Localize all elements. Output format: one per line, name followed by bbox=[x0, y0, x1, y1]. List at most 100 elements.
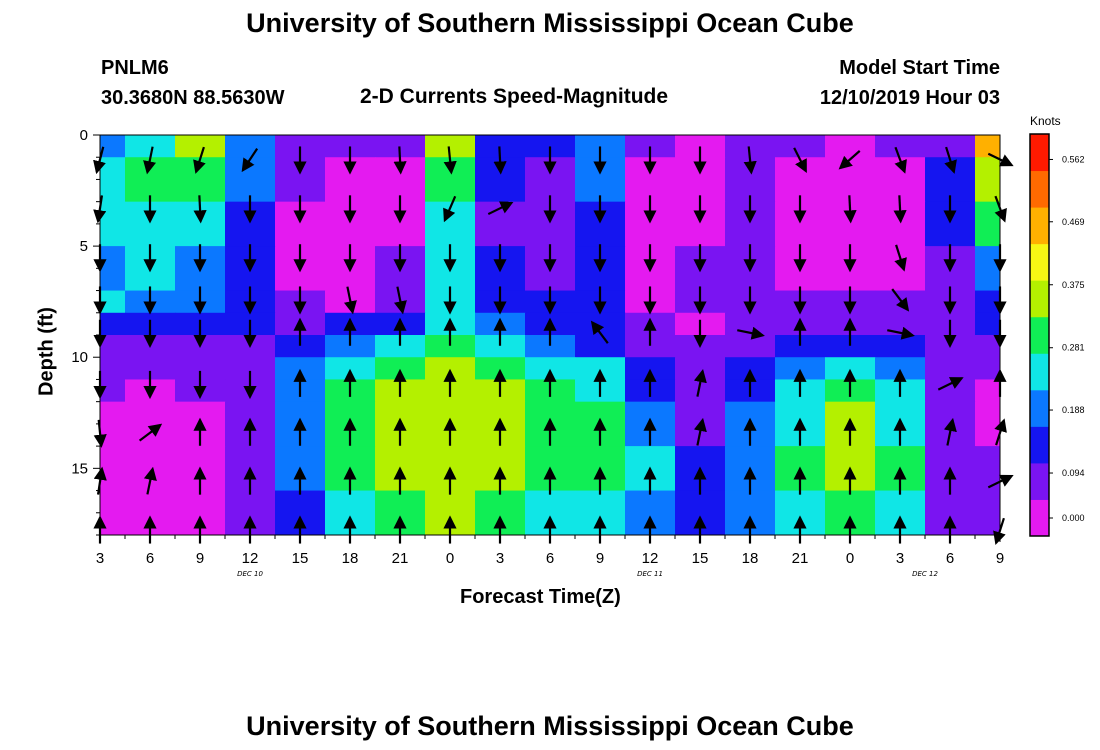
y-tick-label: 0 bbox=[80, 127, 88, 144]
heatmap-cell bbox=[975, 312, 1001, 336]
heatmap-cell bbox=[625, 335, 676, 358]
colorbar-segment bbox=[1030, 243, 1049, 281]
x-tick-label: 9 bbox=[996, 550, 1004, 567]
heatmap-cell bbox=[125, 357, 176, 380]
x-tick-label: 18 bbox=[342, 550, 359, 567]
heatmap-cell bbox=[875, 290, 926, 314]
current-vector bbox=[937, 377, 964, 391]
y-tick-label: 5 bbox=[80, 238, 88, 255]
heatmap-cell bbox=[425, 135, 476, 158]
colorbar-frame bbox=[1029, 133, 1050, 537]
heatmap-cell bbox=[275, 135, 326, 158]
heatmap-cell bbox=[225, 135, 276, 158]
plot-title: 2-D Currents Speed-Magnitude bbox=[360, 85, 669, 108]
current-vector bbox=[443, 195, 457, 223]
current-vector bbox=[193, 195, 207, 224]
colorbar-tick-label: 0.094 bbox=[1062, 468, 1085, 478]
heatmap-cell bbox=[725, 335, 776, 358]
model-start-value: 12/10/2019 Hour 03 bbox=[819, 87, 1000, 109]
current-vector bbox=[693, 417, 707, 446]
heatmap-cell bbox=[975, 246, 1001, 292]
current-vector bbox=[443, 146, 457, 175]
current-vector bbox=[894, 146, 907, 174]
heatmap-cell bbox=[625, 357, 676, 380]
heatmap-cell bbox=[875, 246, 926, 292]
x-axis-title: Forecast Time(Z) bbox=[460, 586, 621, 608]
heatmap-cell bbox=[775, 135, 826, 158]
colorbar-segment bbox=[1030, 207, 1049, 245]
heatmap-cell bbox=[225, 357, 276, 380]
x-tick-label: 6 bbox=[546, 550, 554, 567]
heatmap-cell bbox=[575, 335, 626, 358]
x-tick-label: 18 bbox=[742, 550, 759, 567]
heatmap-cell bbox=[100, 446, 126, 492]
current-vector bbox=[493, 146, 507, 175]
station-coords: 30.3680N 88.5630W bbox=[101, 87, 285, 109]
heatmap-cell bbox=[100, 357, 126, 380]
x-tick-label: 9 bbox=[596, 550, 604, 567]
heatmap-cell bbox=[725, 357, 776, 380]
heatmap-cell bbox=[975, 201, 1001, 247]
current-vector bbox=[393, 146, 407, 175]
heatmap-cell bbox=[425, 335, 476, 358]
current-vector bbox=[393, 286, 407, 315]
heatmap-cell bbox=[100, 335, 126, 358]
x-tick-label: 9 bbox=[196, 550, 204, 567]
heatmap-cell bbox=[975, 135, 1001, 158]
x-tick-label: 15 bbox=[292, 550, 309, 567]
day-label: DEC 12 bbox=[912, 570, 938, 578]
model-start-label: Model Start Time bbox=[839, 57, 1000, 79]
colorbar-segment bbox=[1030, 353, 1049, 391]
heatmap-cell bbox=[525, 135, 576, 158]
colorbar: 0.562 0.469 0.375 0.281 0.188 0.094 0.000 bbox=[1029, 133, 1085, 537]
heatmap-cell bbox=[475, 135, 526, 158]
heatmap-cell bbox=[875, 135, 926, 158]
colorbar-tick-label: 0.562 bbox=[1062, 154, 1085, 164]
current-vector bbox=[590, 320, 609, 344]
heatmap-cell bbox=[675, 379, 726, 403]
current-vector bbox=[143, 146, 157, 175]
colorbar-tick-label: 0.000 bbox=[1062, 513, 1085, 523]
heatmap-cell bbox=[375, 357, 426, 380]
colorbar-tick-label: 0.375 bbox=[1062, 280, 1085, 290]
heatmap-cell bbox=[100, 290, 126, 314]
heatmap-cell bbox=[100, 379, 126, 403]
heatmap-cell bbox=[425, 357, 476, 380]
x-tick-label: 12 bbox=[242, 550, 259, 567]
colorbar-segment bbox=[1030, 316, 1049, 354]
x-tick-label: 3 bbox=[496, 550, 504, 567]
current-vector bbox=[487, 201, 514, 216]
y-tick-label: 10 bbox=[71, 349, 88, 366]
heatmap-cell bbox=[100, 490, 126, 536]
heatmap-cell bbox=[100, 201, 126, 247]
heatmap-cell bbox=[975, 335, 1001, 358]
heatmap-cell bbox=[875, 357, 926, 380]
heatmap-cell bbox=[325, 135, 376, 158]
station-id: PNLM6 bbox=[101, 57, 169, 79]
colorbar-segment bbox=[1030, 134, 1049, 172]
current-vector bbox=[343, 286, 357, 315]
heatmap-cell bbox=[100, 135, 126, 158]
heatmap-cell bbox=[475, 335, 526, 358]
colorbar-tick-label: 0.188 bbox=[1062, 405, 1085, 415]
current-vector bbox=[793, 147, 807, 173]
colorbar-tick-label: 0.469 bbox=[1062, 217, 1085, 227]
colorbar-segment bbox=[1030, 499, 1049, 537]
heatmap-cell bbox=[325, 357, 376, 380]
heatmap-cell bbox=[625, 135, 676, 158]
heatmap-cell bbox=[175, 357, 226, 380]
current-vector bbox=[241, 148, 259, 173]
y-tick-label: 15 bbox=[71, 460, 88, 477]
current-vector bbox=[944, 146, 957, 174]
colorbar-segment bbox=[1030, 426, 1049, 464]
x-tick-label: 15 bbox=[692, 550, 709, 567]
heatmap-cell bbox=[975, 290, 1001, 314]
x-tick-label: 12 bbox=[642, 550, 659, 567]
heatmap-cell bbox=[675, 135, 726, 158]
heatmap-cell bbox=[100, 157, 126, 203]
heatmap-cell bbox=[675, 401, 726, 447]
heatmap-cell bbox=[825, 135, 876, 158]
colorbar-tick-label: 0.281 bbox=[1062, 343, 1085, 353]
heatmap-cell bbox=[475, 357, 526, 380]
heatmap-cell bbox=[775, 335, 826, 358]
